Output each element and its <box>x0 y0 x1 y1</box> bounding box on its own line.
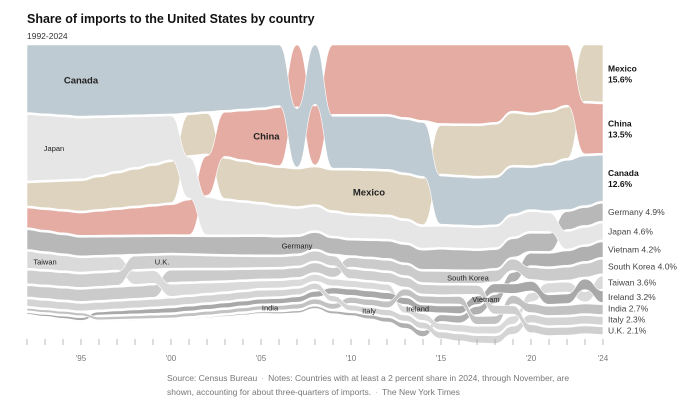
end-label: Taiwan 3.6% <box>608 277 657 287</box>
x-tick-label: '00 <box>166 354 177 363</box>
band-italy <box>26 283 604 344</box>
band-china <box>26 44 604 236</box>
x-tick-label: '15 <box>436 354 447 363</box>
band-japan <box>26 114 604 250</box>
end-label: South Korea 4.0% <box>608 262 677 272</box>
band-label: India <box>262 304 279 313</box>
band-u-k- <box>26 250 604 336</box>
band-vietnam <box>26 241 604 337</box>
band-label: Japan <box>44 144 64 153</box>
source-note: Source: Census Bureau <box>167 373 258 383</box>
band-label: South Korea <box>447 274 490 283</box>
end-label-name: Canada <box>608 168 639 178</box>
band-ireland <box>26 278 604 321</box>
end-label: India 2.7% <box>608 304 649 314</box>
band-germany <box>26 202 604 271</box>
band-canada <box>26 44 604 226</box>
band-label: U.K. <box>155 258 170 267</box>
x-tick-label: '20 <box>526 354 537 363</box>
end-label-value: 12.6% <box>608 179 633 189</box>
band-label: Mexico <box>353 187 385 198</box>
end-label: U.K. 2.1% <box>608 326 647 336</box>
band-label: Italy <box>362 306 376 315</box>
end-label: Japan 4.6% <box>608 226 653 236</box>
band-label: Taiwan <box>33 257 56 266</box>
band-label: Canada <box>64 76 99 87</box>
end-label-value: 15.6% <box>608 74 633 84</box>
x-tick-label: '95 <box>76 354 87 363</box>
band-label: Ireland <box>406 304 429 313</box>
x-tick-label: '24 <box>598 354 609 363</box>
band-label: Vietnam <box>472 295 499 304</box>
footer: Source: Census Bureau · Notes: Countries w… <box>167 373 570 397</box>
end-label-name: China <box>608 119 632 129</box>
x-tick-label: '05 <box>256 354 267 363</box>
end-label: Germany 4.9% <box>608 207 665 217</box>
band-south-korea <box>26 257 604 302</box>
band-label: China <box>253 131 280 142</box>
chart-title: Share of imports to the United States by… <box>27 12 315 26</box>
band-india <box>26 288 604 325</box>
end-label-value: 13.5% <box>608 130 633 140</box>
chart-subtitle: 1992-2024 <box>27 31 68 41</box>
end-label: Vietnam 4.2% <box>608 245 661 255</box>
end-label: Ireland 3.2% <box>608 292 656 302</box>
end-label: Italy 2.3% <box>608 315 646 325</box>
x-tick-label: '10 <box>346 354 357 363</box>
credit: The New York Times <box>381 387 460 397</box>
band-taiwan <box>26 251 604 335</box>
band-label: Germany <box>282 241 313 250</box>
notes: Notes: Countries with at least a 2 perce… <box>167 373 570 397</box>
end-label-name: Mexico <box>608 63 637 73</box>
